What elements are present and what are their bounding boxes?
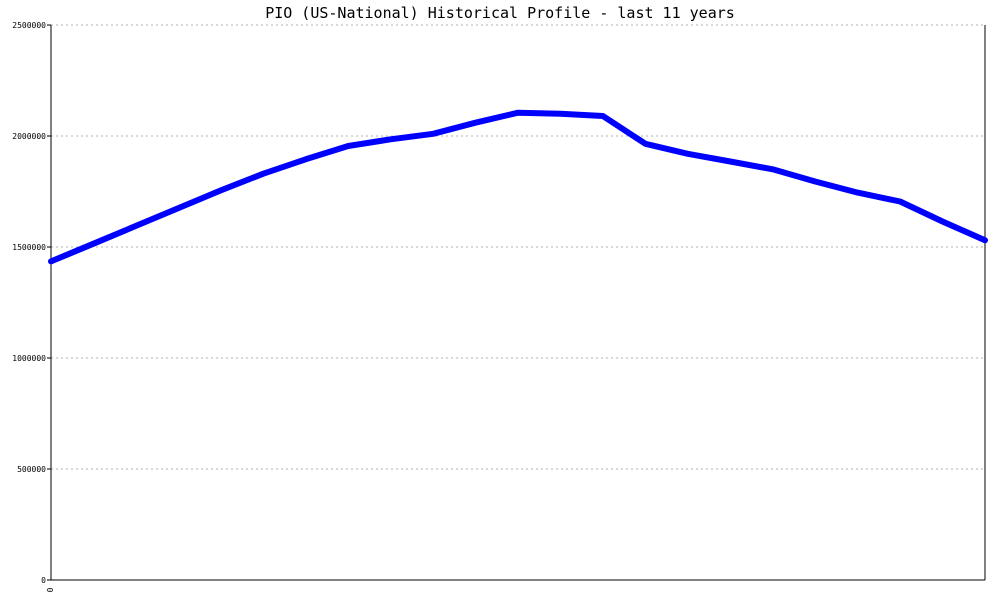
y-tick-label: 2000000 xyxy=(12,132,46,141)
data-point xyxy=(135,225,137,227)
data-point xyxy=(390,138,392,140)
data-point xyxy=(644,143,646,145)
chart-title: PIO (US-National) Historical Profile - l… xyxy=(265,4,735,22)
data-point xyxy=(92,243,94,245)
data-point xyxy=(262,173,264,175)
y-tick-label: 1000000 xyxy=(12,354,46,363)
data-point xyxy=(432,133,434,135)
gridlines xyxy=(51,24,985,470)
y-axis-ticks: 0 500000 1000000 1500000 2000000 2500000 xyxy=(12,21,51,585)
series-group xyxy=(48,109,988,265)
data-point xyxy=(772,168,774,170)
data-point xyxy=(305,158,307,160)
data-point xyxy=(50,260,52,262)
data-point xyxy=(984,239,986,241)
data-point xyxy=(602,115,604,117)
data-point xyxy=(814,181,816,183)
data-point xyxy=(347,145,349,147)
data-point xyxy=(942,220,944,222)
data-point xyxy=(687,153,689,155)
data-point xyxy=(220,189,222,191)
series-line xyxy=(48,109,988,265)
data-point xyxy=(475,122,477,124)
data-point xyxy=(517,112,519,114)
data-point xyxy=(559,113,561,115)
x-axis-ticks: 0 xyxy=(46,587,55,592)
y-tick-label: 1500000 xyxy=(12,243,46,252)
data-point xyxy=(857,192,859,194)
data-point xyxy=(177,207,179,209)
x-tick-label: 0 xyxy=(46,587,55,592)
data-point xyxy=(729,161,731,163)
data-point xyxy=(899,200,901,202)
y-tick-label: 500000 xyxy=(17,465,46,474)
y-tick-label: 0 xyxy=(41,576,46,585)
y-tick-label: 2500000 xyxy=(12,21,46,30)
